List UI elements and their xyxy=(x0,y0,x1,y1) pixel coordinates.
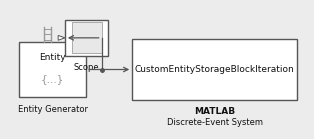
Text: {...}: {...} xyxy=(41,74,64,84)
Bar xyxy=(19,42,86,97)
Text: CustomEntityStorageBlockIteration: CustomEntityStorageBlockIteration xyxy=(135,65,295,74)
Polygon shape xyxy=(58,35,65,40)
Bar xyxy=(65,20,108,56)
Bar xyxy=(72,22,102,53)
Text: Scope: Scope xyxy=(73,63,99,72)
Bar xyxy=(132,39,297,100)
Text: Entity Generator: Entity Generator xyxy=(18,105,88,114)
Text: MATLAB: MATLAB xyxy=(194,107,235,116)
Text: Discrete-Event System: Discrete-Event System xyxy=(167,118,263,127)
Text: Entity: Entity xyxy=(39,53,66,62)
